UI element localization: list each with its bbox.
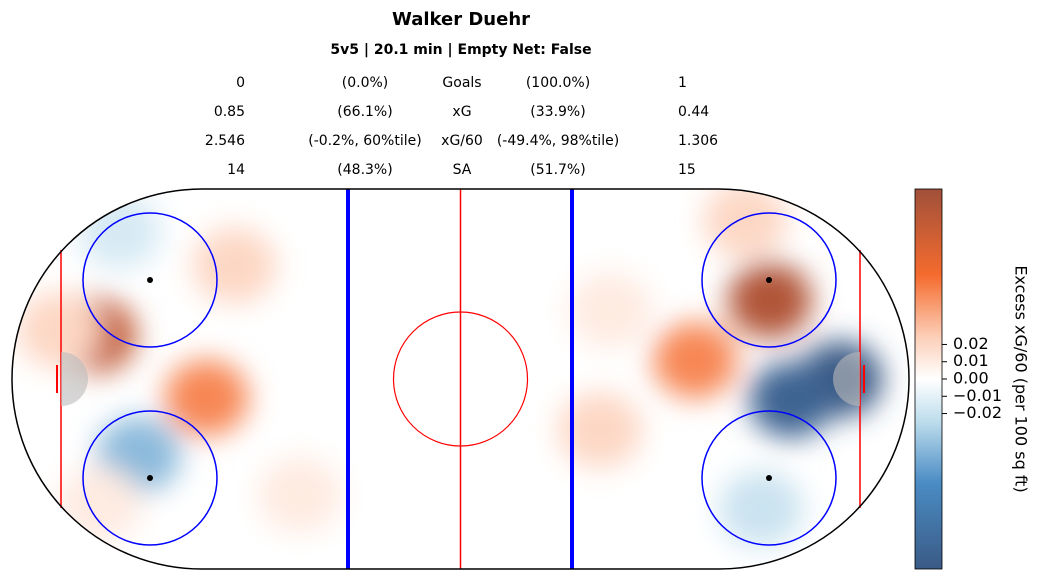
stat-cell: 15 [678,162,696,178]
stat-cell: xG [452,104,471,120]
stat-cell: (100.0%) [526,75,590,91]
heatmap [17,189,883,547]
heat-spot [192,227,277,304]
chart-title: Walker Duehr [392,9,530,30]
stat-cell: 1 [678,75,687,91]
stat-cell: 1.306 [678,133,718,149]
stat-cell: (48.3%) [337,162,392,178]
stat-cell: (-0.2%, 60%tile) [308,133,421,149]
colorbar-tick-label: −0.01 [953,386,1002,405]
stat-cell: (-49.4%, 98%tile) [497,133,619,149]
stat-cell: Goals [442,75,481,91]
heat-spot [653,322,738,399]
colorbar-tick-label: 0.01 [953,351,989,370]
stat-cell: (51.7%) [530,162,585,178]
stat-cell: xG/60 [441,133,483,149]
heat-spot [57,466,142,543]
stat-cell: (66.1%) [337,104,392,120]
heat-spot [718,470,803,547]
colorbar [914,188,943,570]
colorbar-tick-label: 0.02 [953,334,989,353]
heat-spot [17,291,102,368]
subtitle: 5v5 | 20.1 min | Empty Net: False [330,42,591,58]
heat-spot [257,456,342,533]
colorbar-label: Excess xG/60 (per 100 sq ft) [1012,265,1031,492]
stat-cell: 2.546 [205,133,245,149]
rink [11,188,910,570]
stat-cell: (0.0%) [342,75,389,91]
stat-cell: 14 [227,162,245,178]
stat-cell: 0.85 [214,104,245,120]
colorbar-tick-label: −0.02 [953,403,1002,422]
heat-spot [568,272,653,349]
stat-cell: 0.44 [678,104,709,120]
heat-spot [77,193,162,270]
heat-spot [749,362,834,439]
heat-spot [164,359,249,436]
stat-cell: SA [453,162,472,178]
stat-cell: 0 [236,75,245,91]
heat-spot [703,189,788,259]
heat-spot [557,391,642,468]
heat-spot [727,262,812,339]
stat-cell: (33.9%) [530,104,585,120]
colorbar-tick-label: 0.00 [953,369,989,388]
